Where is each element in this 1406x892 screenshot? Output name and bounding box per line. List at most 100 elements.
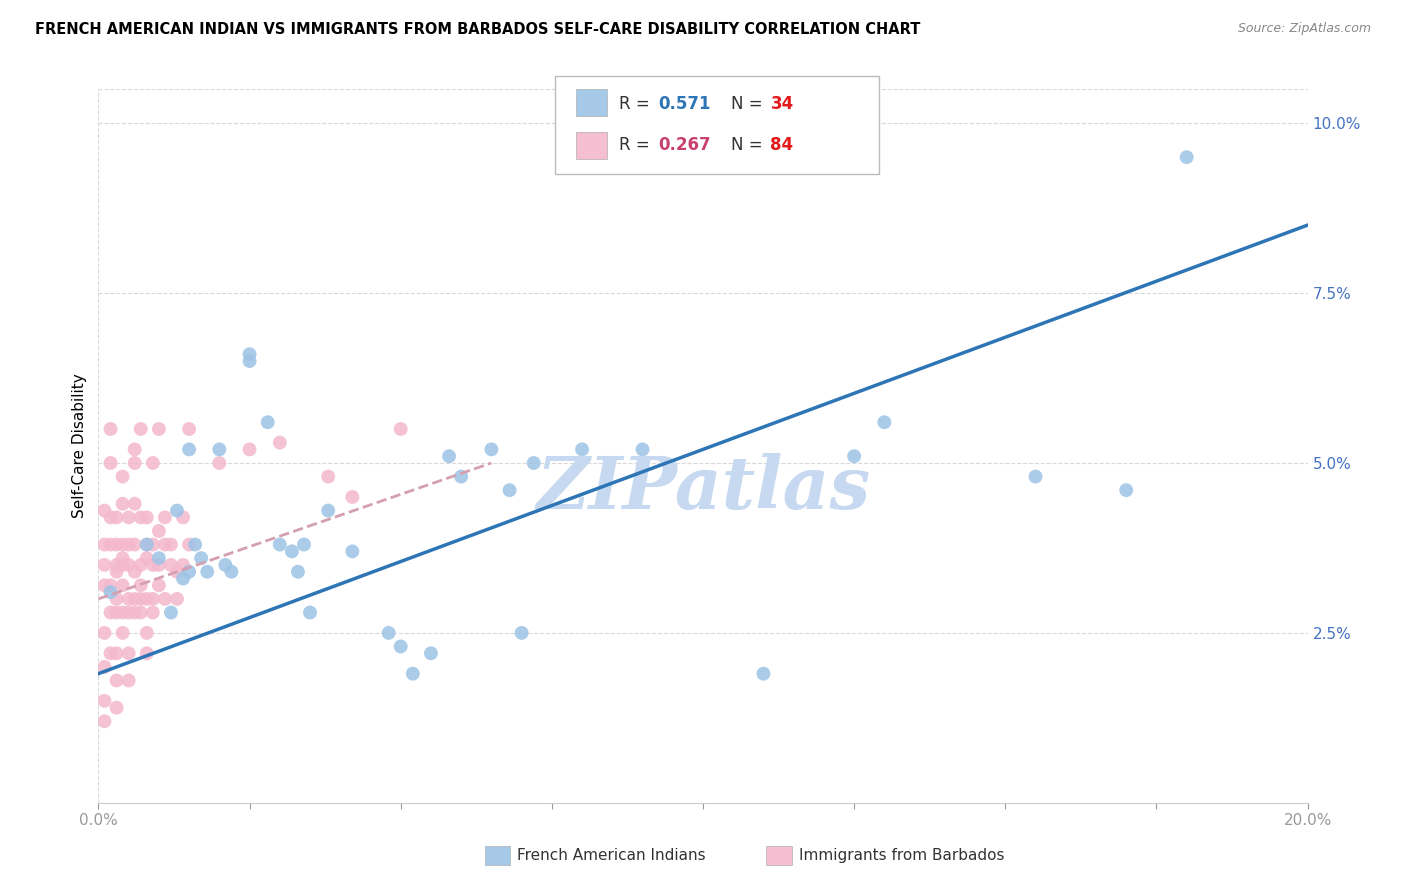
Point (342, 544, 364, 558)
Point (402, 666, 425, 681)
Point (142, 456, 165, 470)
Point (93, 537, 115, 551)
Point (105, 646, 128, 660)
Point (111, 469, 134, 483)
Point (172, 510, 194, 524)
Point (190, 551, 212, 566)
Point (752, 666, 775, 681)
Point (105, 673, 128, 688)
Point (93, 503, 115, 517)
Point (179, 565, 201, 579)
Point (377, 626, 399, 640)
Point (269, 435, 291, 450)
Point (118, 537, 141, 551)
Point (105, 565, 128, 579)
Point (105, 558, 128, 572)
Point (292, 537, 315, 551)
Point (93, 578, 115, 592)
Point (299, 606, 322, 620)
Point (118, 558, 141, 572)
Point (111, 626, 134, 640)
Point (111, 551, 134, 566)
Point (135, 510, 157, 524)
Point (523, 456, 546, 470)
Point (129, 422, 152, 436)
Point (269, 537, 291, 551)
Point (450, 469, 472, 483)
Point (93, 558, 115, 572)
Point (135, 551, 157, 566)
Point (631, 442, 654, 457)
Point (287, 565, 309, 579)
Point (148, 551, 170, 566)
Point (142, 537, 165, 551)
Point (100, 585, 122, 599)
Point (1175, 150, 1198, 164)
Point (105, 606, 128, 620)
Point (135, 591, 157, 606)
Point (239, 442, 262, 457)
Point (437, 449, 460, 463)
Point (142, 606, 165, 620)
Text: 0.571: 0.571 (658, 95, 710, 113)
Point (124, 456, 146, 470)
Point (195, 565, 218, 579)
Point (111, 578, 134, 592)
Point (124, 442, 146, 457)
Point (239, 354, 262, 368)
Point (316, 469, 339, 483)
Point (105, 510, 128, 524)
Point (148, 578, 170, 592)
Point (153, 537, 176, 551)
Point (129, 578, 152, 592)
Point (153, 510, 176, 524)
Point (111, 558, 134, 572)
Point (100, 422, 122, 436)
Point (93, 626, 115, 640)
Point (221, 565, 243, 579)
Point (723, 150, 745, 164)
Point (166, 565, 188, 579)
Point (135, 537, 157, 551)
Point (111, 537, 134, 551)
Point (142, 558, 165, 572)
Point (844, 449, 866, 463)
Point (118, 510, 141, 524)
Point (172, 572, 194, 586)
Text: FRENCH AMERICAN INDIAN VS IMMIGRANTS FROM BARBADOS SELF-CARE DISABILITY CORRELAT: FRENCH AMERICAN INDIAN VS IMMIGRANTS FRO… (35, 22, 921, 37)
Point (111, 606, 134, 620)
Point (389, 640, 412, 654)
Point (148, 524, 170, 538)
Point (571, 442, 593, 457)
Point (111, 497, 134, 511)
Text: French American Indians: French American Indians (517, 848, 706, 863)
Point (118, 646, 141, 660)
Point (160, 606, 183, 620)
Point (316, 503, 339, 517)
Text: 84: 84 (770, 136, 793, 154)
Point (281, 544, 304, 558)
Point (93, 714, 115, 729)
Point (179, 442, 201, 457)
Point (129, 558, 152, 572)
Point (179, 537, 201, 551)
Point (124, 606, 146, 620)
Point (184, 537, 207, 551)
Point (172, 558, 194, 572)
Point (498, 483, 520, 498)
Text: 34: 34 (770, 95, 794, 113)
Point (481, 442, 503, 457)
Point (124, 565, 146, 579)
Point (129, 591, 152, 606)
Point (105, 591, 128, 606)
Point (135, 646, 157, 660)
Point (105, 537, 128, 551)
Point (148, 422, 170, 436)
Point (166, 503, 188, 517)
Point (135, 626, 157, 640)
Point (100, 456, 122, 470)
Point (166, 591, 188, 606)
Point (342, 490, 364, 504)
Point (1115, 483, 1137, 498)
Point (124, 591, 146, 606)
